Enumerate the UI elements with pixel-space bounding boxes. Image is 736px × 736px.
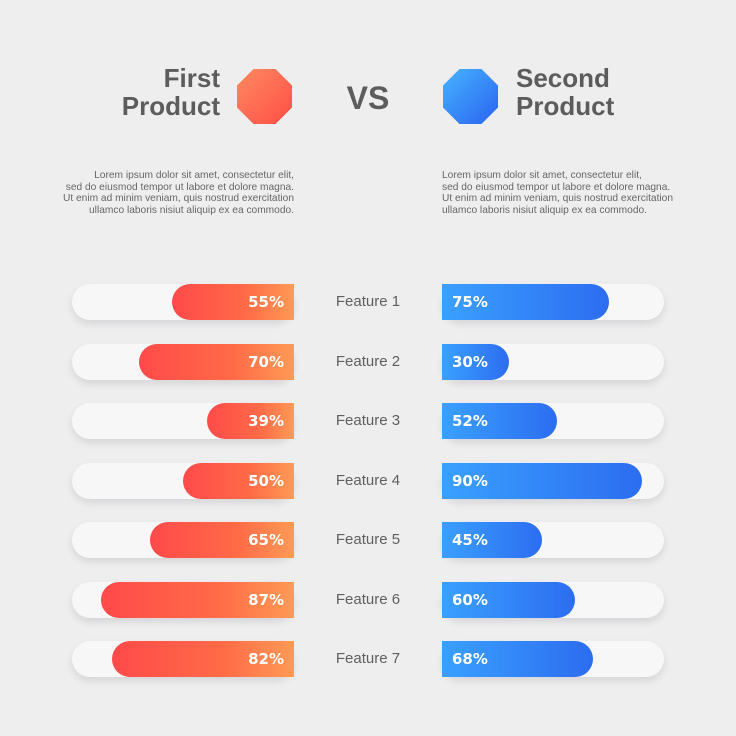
- feature-label: Feature 5: [335, 531, 401, 548]
- second-product-octagon-icon: [443, 69, 498, 124]
- first-product-bar: 50%: [183, 462, 294, 499]
- second-product-bar-track: 45%: [442, 522, 664, 558]
- feature-label: Feature 4: [335, 471, 401, 489]
- feature-row: 50% Feature 4 90%: [0, 462, 736, 499]
- second-product-bar: 52%: [442, 403, 558, 439]
- second-product-bar: 68%: [442, 641, 593, 677]
- first-product-bar-track: 65%: [72, 522, 294, 558]
- feature-label: Feature 7: [335, 650, 401, 667]
- first-product-value-label: 39%: [248, 412, 284, 430]
- first-product-bar: 55%: [171, 284, 294, 320]
- first-product-bar-track: 87%: [72, 581, 294, 618]
- first-product-value-label: 87%: [248, 590, 284, 609]
- second-product-bar-track: 90%: [442, 462, 664, 499]
- first-product-bar: 65%: [149, 522, 294, 558]
- first-product-bar-track: 55%: [72, 284, 294, 320]
- second-product-value-label: 30%: [452, 352, 488, 371]
- feature-label: Feature 2: [335, 352, 401, 370]
- second-product-title: Second Product: [516, 64, 716, 120]
- feature-label: Feature 3: [335, 412, 401, 429]
- first-product-bar-track: 39%: [72, 403, 294, 439]
- first-product-bar-track: 50%: [72, 462, 294, 499]
- second-description-line: Ut enim ad minim veniam, quis nostrud ex…: [442, 193, 674, 204]
- first-description-line: sed do eiusmod tempor ut labore et dolor…: [65, 181, 294, 193]
- feature-row: 70% Feature 2 30%: [0, 343, 736, 380]
- first-product-title: First Product: [60, 64, 220, 120]
- second-product-bar-track: 75%: [442, 284, 664, 320]
- second-product-description: Lorem ipsum dolor sit amet, consectetur …: [442, 170, 702, 216]
- vs-label: VS: [346, 80, 390, 116]
- second-product-value-label: 90%: [452, 471, 488, 490]
- first-product-value-label: 82%: [248, 650, 284, 668]
- first-product-value-label: 55%: [248, 293, 284, 311]
- second-product-bar-track: 30%: [442, 343, 664, 380]
- second-product-bar: 60%: [442, 581, 576, 618]
- second-product-bar-track: 60%: [442, 581, 664, 618]
- second-description-line: ullamco laboris nisiut aliquip ex ea com…: [442, 204, 647, 216]
- first-product-bar: 87%: [100, 581, 294, 618]
- second-description-line: Lorem ipsum dolor sit amet, consectetur …: [442, 170, 642, 181]
- first-description-line: Lorem ipsum dolor sit amet, consectetur …: [94, 170, 294, 181]
- second-product-value-label: 60%: [452, 590, 488, 609]
- first-product-bar: 39%: [207, 403, 294, 439]
- first-product-description: Lorem ipsum dolor sit amet, consectetur …: [34, 170, 294, 216]
- feature-row: 82% Feature 7 68%: [0, 641, 736, 677]
- second-product-value-label: 75%: [452, 293, 488, 311]
- feature-label: Feature 1: [335, 293, 401, 310]
- second-product-bar: 90%: [442, 462, 642, 499]
- first-product-octagon-icon: [237, 69, 292, 124]
- second-product-value-label: 68%: [452, 650, 488, 668]
- first-description-line: ullamco laboris nisiut aliquip ex ea com…: [89, 204, 294, 216]
- second-product-bar: 30%: [442, 343, 509, 380]
- first-product-title-line1: First: [163, 63, 220, 93]
- feature-row: 55% Feature 1 75%: [0, 284, 736, 320]
- first-product-value-label: 65%: [248, 531, 284, 549]
- second-product-bar-track: 52%: [442, 403, 664, 439]
- second-product-value-label: 52%: [452, 412, 488, 430]
- first-product-value-label: 70%: [248, 352, 284, 371]
- second-product-title-line2: Product: [516, 91, 615, 121]
- second-product-value-label: 45%: [452, 531, 488, 549]
- feature-row: 87% Feature 6 60%: [0, 581, 736, 618]
- first-product-bar: 70%: [138, 343, 294, 380]
- second-description-line: sed do eiusmod tempor ut labore et dolor…: [442, 181, 671, 193]
- first-product-bar: 82%: [111, 641, 294, 677]
- first-product-value-label: 50%: [248, 471, 284, 490]
- first-product-bar-track: 70%: [72, 343, 294, 380]
- first-product-title-line2: Product: [121, 91, 220, 121]
- second-product-bar: 75%: [442, 284, 609, 320]
- feature-row: 39% Feature 3 52%: [0, 403, 736, 439]
- second-product-title-line1: Second: [516, 63, 610, 93]
- second-product-bar: 45%: [442, 522, 542, 558]
- first-product-bar-track: 82%: [72, 641, 294, 677]
- feature-row: 65% Feature 5 45%: [0, 522, 736, 558]
- feature-label: Feature 6: [335, 590, 401, 608]
- first-description-line: Ut enim ad minim veniam, quis nostrud ex…: [62, 193, 294, 204]
- second-product-bar-track: 68%: [442, 641, 664, 677]
